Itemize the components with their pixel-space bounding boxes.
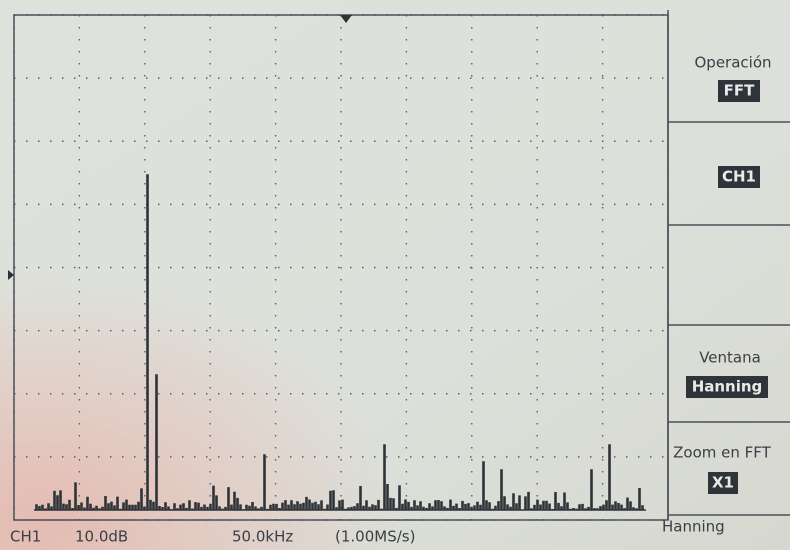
status-window: Hanning: [662, 518, 725, 536]
menu-value[interactable]: CH1: [722, 168, 756, 186]
menu-label[interactable]: Zoom en FFT: [673, 444, 772, 462]
status-frequency: 50.0kHz: [232, 528, 293, 546]
menu-value[interactable]: X1: [712, 474, 734, 492]
menu-label[interactable]: Ventana: [699, 349, 761, 367]
menu-label[interactable]: Operación: [694, 54, 771, 72]
status-scale: 10.0dB: [75, 528, 128, 546]
status-channel: CH1: [10, 528, 41, 546]
background-tint: [0, 0, 790, 550]
menu-value[interactable]: FFT: [724, 82, 755, 100]
menu-value[interactable]: Hanning: [692, 378, 763, 396]
status-sample-rate: (1.00MS/s): [335, 528, 415, 546]
screen: Operación FFT CH1 Ventana Hanning Zoom e…: [0, 0, 790, 550]
